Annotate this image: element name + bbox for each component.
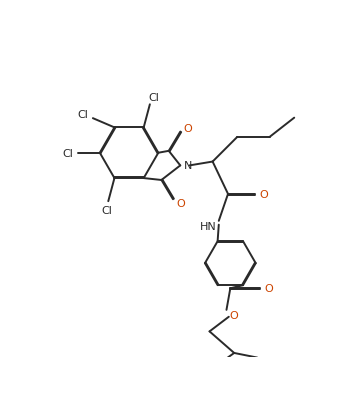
Text: O: O [184, 124, 192, 134]
Text: HN: HN [200, 222, 216, 232]
Text: O: O [260, 189, 269, 199]
Text: O: O [176, 198, 185, 209]
Text: Cl: Cl [78, 110, 88, 120]
Text: Cl: Cl [63, 148, 74, 158]
Text: N: N [184, 161, 192, 171]
Text: O: O [230, 310, 238, 320]
Text: Cl: Cl [148, 92, 159, 102]
Text: O: O [264, 284, 273, 294]
Text: Cl: Cl [101, 206, 112, 216]
